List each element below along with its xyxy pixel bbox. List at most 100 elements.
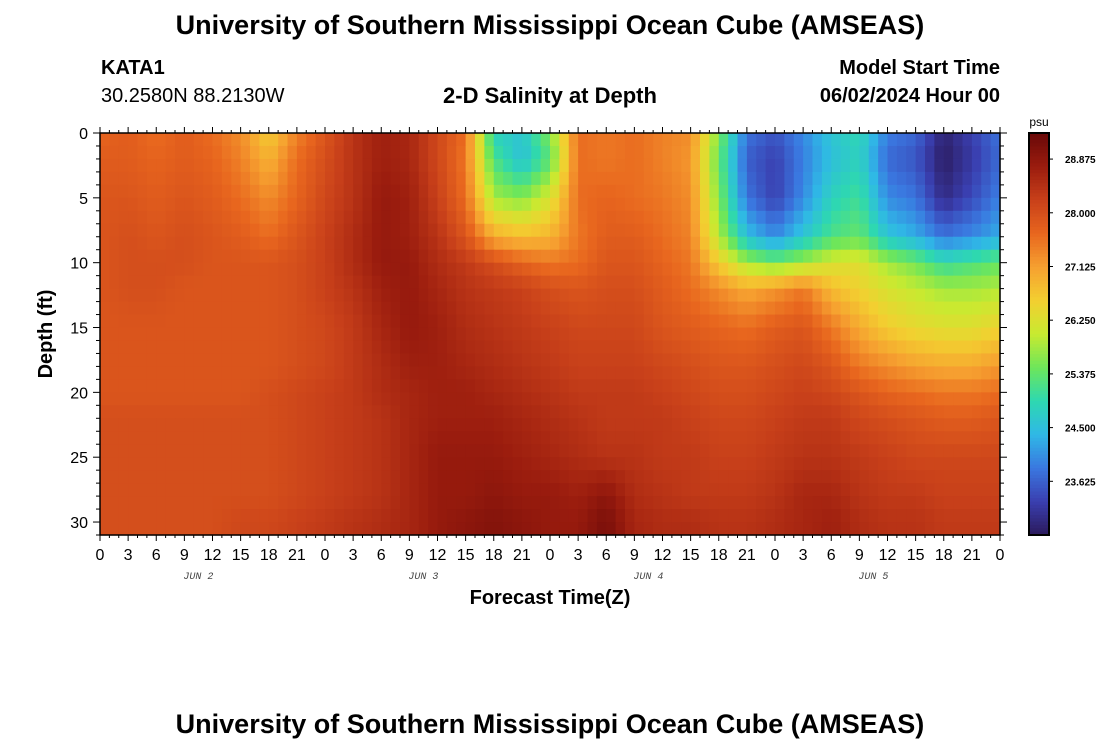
heatmap-cell xyxy=(775,483,785,497)
heatmap-cell xyxy=(868,405,879,419)
colorbar-segment xyxy=(1029,323,1049,328)
heatmap-cell xyxy=(437,444,448,458)
heatmap-cell xyxy=(156,314,167,329)
heatmap-cell xyxy=(428,223,439,238)
heatmap-cell xyxy=(625,133,635,147)
heatmap-cell xyxy=(184,379,195,393)
heatmap-cell xyxy=(728,457,739,471)
heatmap-cell xyxy=(690,301,701,316)
heatmap-cell xyxy=(821,223,832,238)
heatmap-cell xyxy=(971,405,982,419)
heatmap-cell xyxy=(240,444,251,458)
heatmap-cell xyxy=(859,301,870,316)
heatmap-cell xyxy=(925,353,935,368)
heatmap-cell xyxy=(221,483,232,497)
heatmap-cell xyxy=(831,249,842,264)
heatmap-cell xyxy=(784,496,795,510)
heatmap-cell xyxy=(503,483,514,497)
heatmap-cell xyxy=(325,496,335,510)
heatmap-cell xyxy=(165,418,176,432)
heatmap-cell xyxy=(175,184,185,199)
heatmap-cell xyxy=(831,197,842,212)
colorbar-segment xyxy=(1029,397,1049,402)
heatmap-cell xyxy=(428,418,439,432)
heatmap-cell xyxy=(306,133,317,147)
heatmap-cell xyxy=(662,392,673,406)
heatmap-cell xyxy=(381,210,392,225)
heatmap-cell xyxy=(128,158,139,173)
heatmap-cell xyxy=(184,236,195,251)
heatmap-cell xyxy=(325,509,335,523)
heatmap-cell xyxy=(859,314,870,329)
heatmap-cell xyxy=(353,223,364,238)
heatmap-cell xyxy=(700,392,710,406)
heatmap-cell xyxy=(765,340,776,355)
heatmap-cell xyxy=(746,444,757,458)
heatmap-cell xyxy=(231,483,242,497)
heatmap-cell xyxy=(681,418,692,432)
heatmap-cell xyxy=(962,133,973,147)
heatmap-cell xyxy=(634,444,645,458)
heatmap-cell xyxy=(503,223,514,238)
heatmap-cell xyxy=(231,184,242,199)
heatmap-cell xyxy=(700,145,710,160)
heatmap-cell xyxy=(203,301,214,316)
heatmap-cell xyxy=(531,418,542,432)
heatmap-cell xyxy=(437,301,448,316)
heatmap-cell xyxy=(634,249,645,264)
heatmap-cell xyxy=(990,457,1001,471)
heatmap-cell xyxy=(353,483,364,497)
heatmap-cell xyxy=(428,171,439,186)
heatmap-cell xyxy=(334,145,345,160)
heatmap-cell xyxy=(681,327,692,342)
colorbar-segment xyxy=(1029,434,1049,439)
heatmap-cell xyxy=(728,236,739,251)
heatmap-cell xyxy=(503,288,514,303)
heatmap-cell xyxy=(184,158,195,173)
heatmap-cell xyxy=(906,145,917,160)
heatmap-cell xyxy=(531,431,542,445)
heatmap-cell xyxy=(409,457,420,471)
heatmap-cell xyxy=(943,483,954,497)
heatmap-cell xyxy=(671,431,682,445)
heatmap-cell xyxy=(175,444,185,458)
heatmap-cell xyxy=(231,418,242,432)
heatmap-cell xyxy=(240,171,251,186)
colorbar-segment xyxy=(1029,370,1049,375)
heatmap-cell xyxy=(700,262,710,277)
heatmap-cell xyxy=(887,262,898,277)
heatmap-cell xyxy=(643,133,654,147)
heatmap-cell xyxy=(278,158,289,173)
heatmap-cell xyxy=(896,314,907,329)
colorbar-segment xyxy=(1029,186,1049,191)
heatmap-cell xyxy=(315,145,326,160)
x-day-label: JUN 4 xyxy=(633,572,663,583)
heatmap-cell xyxy=(550,249,560,264)
heatmap-cell xyxy=(765,366,776,380)
heatmap-cell xyxy=(850,133,860,147)
heatmap-cell xyxy=(465,522,476,536)
heatmap-cell xyxy=(925,431,935,445)
heatmap-cell xyxy=(268,184,279,199)
heatmap-cell xyxy=(493,145,504,160)
heatmap-cell xyxy=(306,483,317,497)
heatmap-cell xyxy=(718,197,729,212)
heatmap-cell xyxy=(296,288,307,303)
heatmap-cell xyxy=(512,522,523,536)
heatmap-cell xyxy=(231,353,242,368)
heatmap-cell xyxy=(953,314,964,329)
heatmap-cell xyxy=(643,236,654,251)
heatmap-cell xyxy=(625,379,635,393)
heatmap-cell xyxy=(971,327,982,342)
heatmap-cell xyxy=(484,262,495,277)
heatmap-cell xyxy=(259,262,270,277)
heatmap-cell xyxy=(100,340,110,355)
heatmap-cell xyxy=(193,145,204,160)
heatmap-cell xyxy=(371,133,382,147)
heatmap-cell xyxy=(793,418,804,432)
heatmap-cell xyxy=(400,340,410,355)
heatmap-cell xyxy=(128,522,139,536)
heatmap-cell xyxy=(690,288,701,303)
heatmap-cell xyxy=(428,509,439,523)
heatmap-cell xyxy=(568,171,579,186)
